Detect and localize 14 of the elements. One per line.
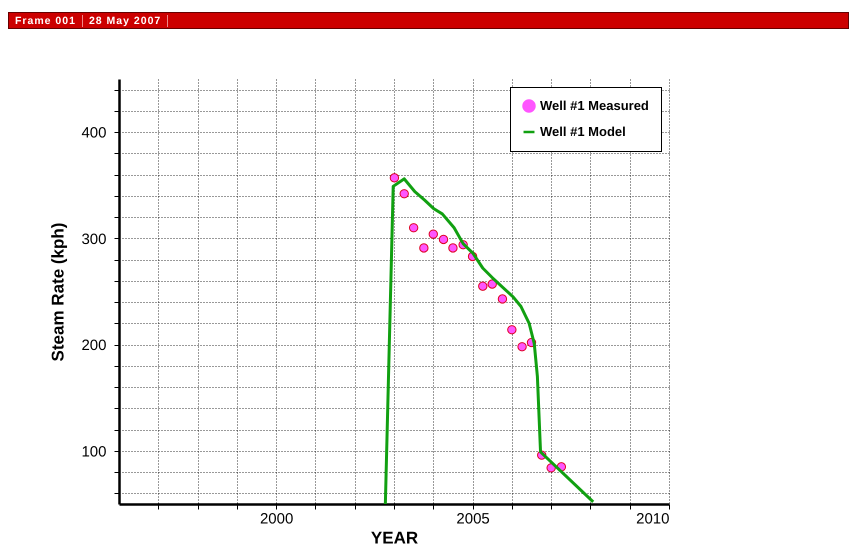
x-tick-label: 2010 bbox=[636, 510, 670, 528]
x-tick-label: 2000 bbox=[260, 510, 294, 528]
x-tick-label: 2005 bbox=[456, 510, 490, 528]
y-tick-label: 200 bbox=[81, 337, 106, 354]
y-tick-label: 100 bbox=[81, 443, 106, 460]
y-tick-label: 400 bbox=[81, 124, 106, 142]
y-axis-title: Steam Rate (kph) bbox=[48, 222, 68, 362]
legend-label: Well #1 Measured bbox=[540, 98, 649, 113]
x-axis-title: YEAR bbox=[370, 528, 418, 548]
text: Frame 001 bbox=[9, 14, 83, 26]
line-series bbox=[384, 177, 595, 504]
legend-label: Well #1 Model bbox=[540, 124, 626, 139]
text: 28 May 2007 bbox=[82, 14, 168, 26]
y-tick-label: 300 bbox=[81, 230, 106, 248]
